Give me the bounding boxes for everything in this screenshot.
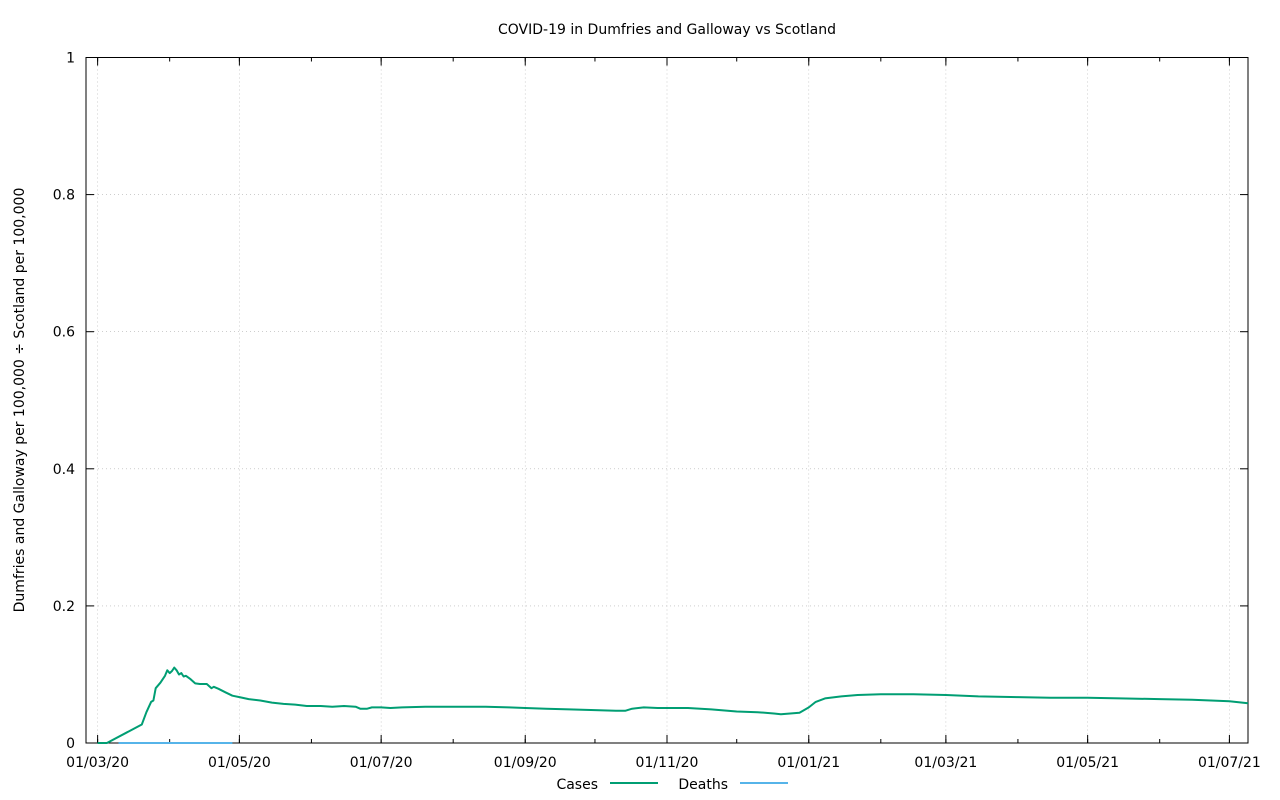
series-line-cases [97,666,1249,744]
series-lines [97,666,1249,744]
chart-title: COVID-19 in Dumfries and Galloway vs Sco… [498,22,836,38]
legend: Cases Deaths [556,777,788,793]
y-tick-label: 0.8 [53,188,75,204]
y-tick-label: 0.6 [53,325,75,341]
y-tick-label: 1 [66,51,75,67]
x-tick-label: 01/11/20 [636,755,699,771]
x-axis-tick-labels: 01/03/20 01/05/20 01/07/20 01/09/20 01/11/20… [66,755,1261,771]
y-tick-label: 0 [66,736,75,752]
y-tick-label: 0.4 [53,462,75,478]
legend-label-cases: Cases [556,777,598,793]
y-axis-tick-labels: 0 0.2 0.4 0.6 0.8 1 [53,51,75,753]
y-tick-label: 0.2 [53,599,75,615]
x-tick-label: 01/05/21 [1056,755,1119,771]
legend-label-deaths: Deaths [678,777,728,793]
axis-ticks [86,57,1248,744]
x-tick-label: 01/05/20 [208,755,271,771]
x-tick-label: 01/03/20 [66,755,129,771]
x-tick-label: 01/03/21 [914,755,977,771]
x-tick-label: 01/07/20 [350,755,413,771]
x-tick-label: 01/07/21 [1198,755,1261,771]
y-axis-label: Dumfries and Galloway per 100,000 ÷ Scot… [12,188,28,613]
grid [86,57,1248,743]
plot-frame [85,57,1249,744]
x-tick-label: 01/01/21 [777,755,840,771]
x-tick-label: 01/09/20 [494,755,557,771]
